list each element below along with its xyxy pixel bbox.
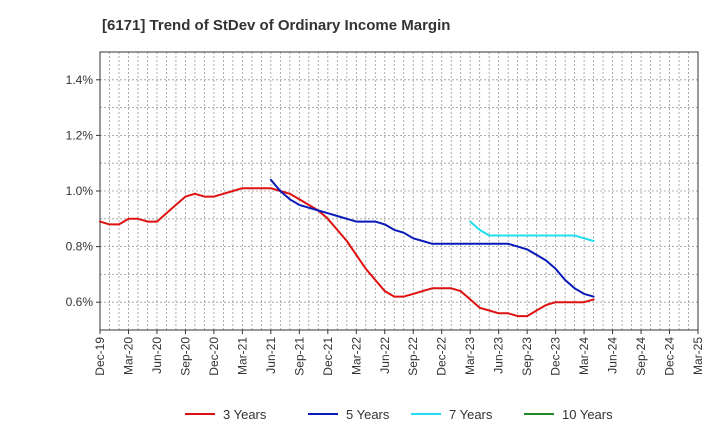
y-axis-ticks: 0.6% 0.8% 1.0% 1.2% 1.4% [66,73,100,309]
x-tick-label: Sep-22 [406,337,420,376]
x-axis-ticks: Dec-19 Mar-20 Jun-20 Sep-20 Dec-20 Mar-21 Jun-… [93,330,705,376]
plot-area [100,52,698,330]
x-tick-label: Jun-20 [150,337,164,374]
series-lines [99,178,595,318]
x-tick-label: Dec-20 [207,337,221,376]
x-tick-label: Dec-23 [549,337,563,376]
legend-item-3-years: 3 Years [185,407,267,422]
x-tick-label: Mar-20 [121,337,135,375]
chart-title: [6171] Trend of StDev of Ordinary Income… [102,17,450,34]
x-tick-label: Dec-19 [93,337,107,376]
x-tick-label: Sep-23 [520,337,534,376]
x-tick-label: Dec-24 [663,337,677,376]
x-tick-label: Mar-23 [463,337,477,375]
x-tick-label: Jun-24 [606,337,620,374]
y-tick-label: 1.2% [66,128,94,142]
x-tick-label: Sep-20 [178,337,192,376]
legend-label: 3 Years [223,407,267,422]
series-line-3-years [99,187,595,318]
x-tick-label: Jun-22 [378,337,392,374]
y-tick-label: 1.0% [66,184,94,198]
legend-label: 5 Years [346,407,390,422]
legend-item-10-years: 10 Years [524,407,613,422]
x-tick-label: Dec-22 [435,337,449,376]
legend-item-7-years: 7 Years [411,407,493,422]
x-tick-label: Mar-21 [235,337,249,375]
legend-label: 7 Years [449,407,493,422]
y-tick-label: 0.6% [66,295,94,309]
x-tick-label: Mar-22 [349,337,363,375]
x-tick-label: Dec-21 [321,337,335,376]
series-line-5-years [269,178,595,298]
x-tick-label: Sep-21 [292,337,306,376]
x-tick-label: Jun-21 [264,337,278,374]
y-tick-label: 0.8% [66,240,94,254]
legend-item-5-years: 5 Years [308,407,390,422]
y-tick-label: 1.4% [66,73,94,87]
legend-label: 10 Years [562,407,613,422]
x-tick-label: Sep-24 [634,337,648,376]
legend: 3 Years 5 Years 7 Years 10 Years [185,407,613,422]
x-tick-label: Jun-23 [492,337,506,374]
x-tick-label: Mar-25 [691,337,705,375]
grid-lines [100,52,698,330]
series-line-7-years [469,220,595,242]
x-tick-label: Mar-24 [577,337,591,375]
